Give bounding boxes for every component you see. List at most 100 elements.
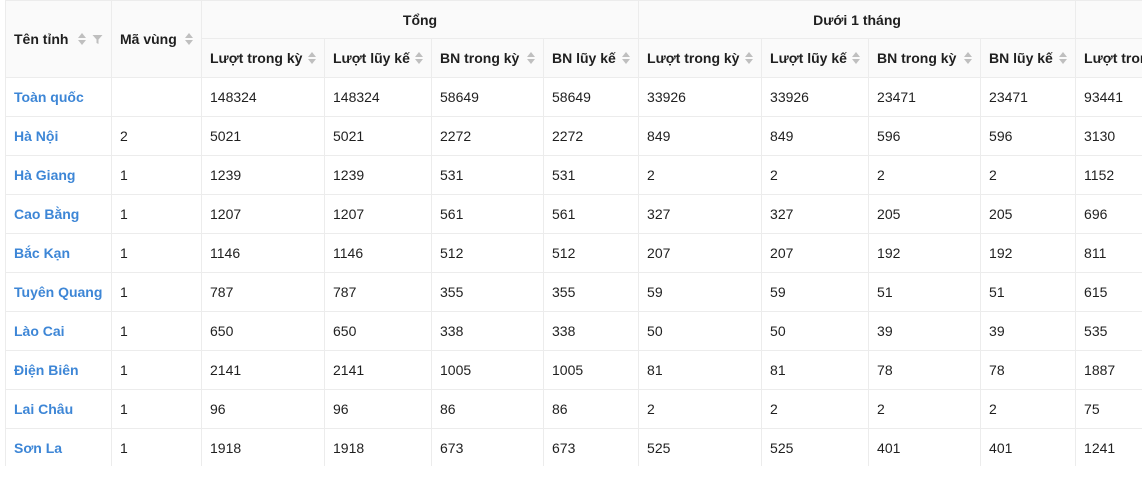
value-cell: 2 (638, 155, 763, 195)
sort-icon[interactable] (185, 33, 193, 45)
sort-icon[interactable] (852, 52, 861, 64)
value-cell: 1146 (324, 233, 432, 273)
value-cell: 338 (431, 311, 544, 351)
col-header-sub[interactable]: Lượt lũy kế (324, 38, 432, 78)
col-header-ma-vung[interactable]: Mã vùng (111, 0, 202, 78)
sort-icon[interactable] (415, 52, 423, 64)
sort-icon[interactable] (622, 52, 631, 64)
value-cell: 1207 (324, 194, 432, 234)
value-cell: 96 (201, 389, 325, 429)
sort-icon[interactable] (745, 52, 754, 64)
value-cell: 849 (761, 116, 870, 156)
province-link[interactable]: Lai Châu (5, 389, 112, 429)
value-cell: 192 (868, 233, 982, 273)
table-row: Lai Châu 1 96 96 86 86 2 2 2 2 75 (5, 389, 1142, 429)
value-cell: 23471 (980, 77, 1077, 117)
value-cell: 39 (868, 311, 982, 351)
value-cell: 1146 (201, 233, 325, 273)
col-header-label: BN lũy kế (989, 50, 1053, 66)
group-header-next (1075, 0, 1142, 39)
value-cell: 2 (980, 389, 1077, 429)
value-cell: 1918 (324, 428, 432, 466)
province-link[interactable]: Toàn quốc (5, 77, 112, 117)
province-link[interactable]: Cao Bằng (5, 194, 112, 234)
col-header-ten-tinh[interactable]: Tên tỉnh (5, 0, 112, 78)
value-cell: 148324 (324, 77, 432, 117)
value-cell: 86 (431, 389, 544, 429)
sort-icon[interactable] (964, 52, 973, 64)
province-link[interactable]: Hà Giang (5, 155, 112, 195)
col-header-label: Lượt trong kỳ (210, 50, 303, 66)
value-cell: 2 (638, 389, 763, 429)
value-cell: 86 (542, 389, 640, 429)
value-cell: 2272 (542, 116, 640, 156)
value-cell: 650 (201, 311, 325, 351)
value-cell: 78 (868, 350, 982, 390)
col-header-sub[interactable]: Lượt trong kỳ (1075, 38, 1142, 78)
table-row: Hà Giang 1 1239 1239 531 531 2 2 2 2 1152 (5, 155, 1142, 195)
col-header-label: Lượt trong kỳ (1084, 50, 1142, 66)
value-cell: 355 (431, 272, 544, 312)
sort-icon[interactable] (78, 33, 86, 45)
value-cell: 81 (761, 350, 870, 390)
value-cell: 531 (542, 155, 640, 195)
value-cell: 338 (542, 311, 640, 351)
col-header-label: Mã vùng (120, 31, 177, 47)
value-cell: 673 (542, 428, 640, 466)
province-link[interactable]: Bắc Kạn (5, 233, 112, 273)
province-link[interactable]: Lào Cai (5, 311, 112, 351)
value-cell: 51 (980, 272, 1077, 312)
value-cell: 5021 (324, 116, 432, 156)
col-header-label: BN trong kỳ (877, 50, 957, 66)
col-header-sub[interactable]: BN lũy kế (980, 38, 1077, 78)
province-link[interactable]: Hà Nội (5, 116, 112, 156)
value-cell: 23471 (868, 77, 982, 117)
province-link[interactable]: Điện Biên (5, 350, 112, 390)
value-cell: 401 (980, 428, 1077, 466)
value-cell: 148324 (201, 77, 325, 117)
value-cell: 205 (980, 194, 1077, 234)
table-row: Lào Cai 1 650 650 338 338 50 50 39 39 535 (5, 311, 1142, 351)
value-cell: 787 (201, 272, 325, 312)
table-header: Tên tỉnh Mã vùng Tổng Dưới 1 tháng (5, 0, 1142, 78)
region-code-cell: 1 (111, 155, 202, 195)
province-link[interactable]: Tuyên Quang (5, 272, 112, 312)
value-cell: 327 (761, 194, 870, 234)
value-cell: 2 (868, 155, 982, 195)
col-header-sub[interactable]: BN trong kỳ (431, 38, 544, 78)
value-cell: 650 (324, 311, 432, 351)
value-cell: 58649 (431, 77, 544, 117)
subheader-row: Lượt trong kỳ Lượt lũy kế BN trong kỳ BN lũ… (6, 38, 1142, 78)
filter-icon[interactable] (92, 34, 103, 45)
col-header-label: Lượt lũy kế (333, 50, 410, 66)
value-cell: 355 (542, 272, 640, 312)
value-cell: 525 (638, 428, 763, 466)
value-cell: 33926 (761, 77, 870, 117)
col-header-sub[interactable]: BN lũy kế (542, 38, 640, 78)
sort-icon[interactable] (527, 52, 535, 64)
data-table-container[interactable]: Tên tỉnh Mã vùng Tổng Dưới 1 tháng (5, 0, 1142, 466)
province-link[interactable]: Sơn La (5, 428, 112, 466)
value-cell: 512 (431, 233, 544, 273)
value-cell: 1239 (201, 155, 325, 195)
value-cell: 33926 (638, 77, 763, 117)
region-code-cell (111, 77, 202, 117)
value-cell: 561 (542, 194, 640, 234)
value-cell: 207 (761, 233, 870, 273)
value-cell: 78 (980, 350, 1077, 390)
statistics-table: Tên tỉnh Mã vùng Tổng Dưới 1 tháng (5, 0, 1142, 466)
col-header-sub[interactable]: BN trong kỳ (868, 38, 982, 78)
group-header-tong: Tổng (200, 0, 640, 39)
col-header-sub[interactable]: Lượt trong kỳ (201, 38, 325, 78)
col-header-sub[interactable]: Lượt trong kỳ (638, 38, 763, 78)
table-row: Hà Nội 2 5021 5021 2272 2272 849 849 596 596 3130 (5, 116, 1142, 156)
table-row: Sơn La 1 1918 1918 673 673 525 525 401 401 1241 (5, 428, 1142, 466)
value-cell: 58649 (542, 77, 640, 117)
value-cell: 205 (868, 194, 982, 234)
value-cell: 2 (761, 389, 870, 429)
sort-icon[interactable] (308, 52, 316, 64)
col-header-sub[interactable]: Lượt lũy kế (761, 38, 870, 78)
region-code-cell: 1 (111, 233, 202, 273)
sort-icon[interactable] (1059, 52, 1068, 64)
value-cell: 1005 (431, 350, 544, 390)
